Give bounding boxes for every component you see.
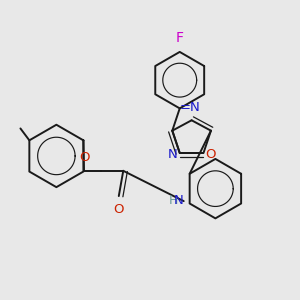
Text: H: H (169, 194, 178, 207)
Text: O: O (79, 151, 89, 164)
Text: O: O (113, 202, 124, 216)
Text: =N: =N (180, 101, 200, 114)
Text: O: O (206, 148, 216, 161)
Text: F: F (176, 32, 184, 45)
Text: N: N (167, 148, 177, 161)
Text: N: N (173, 194, 183, 207)
